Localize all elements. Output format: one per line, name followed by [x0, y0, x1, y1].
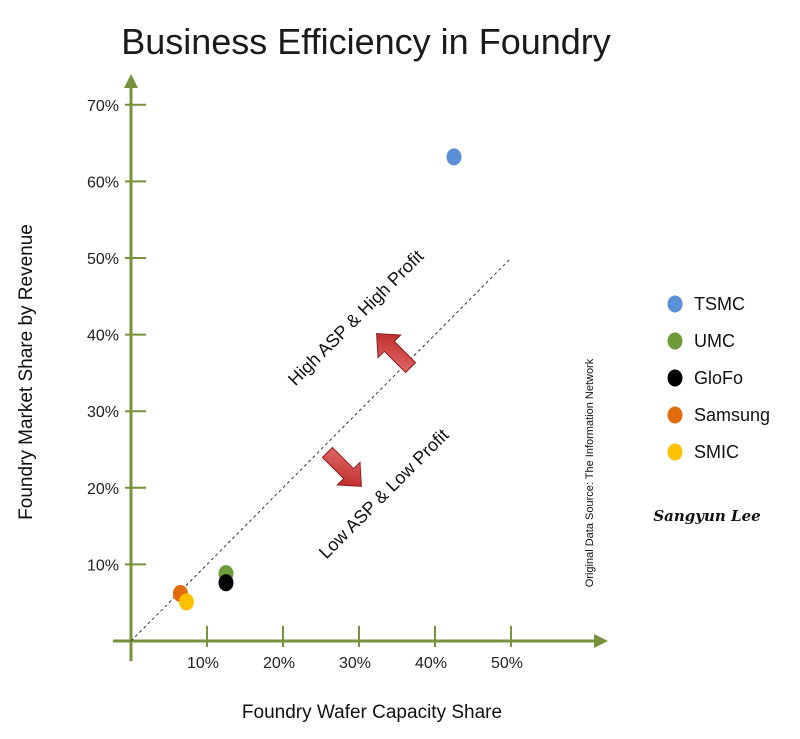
legend-marker-tsmc — [667, 295, 683, 313]
point-smic — [178, 593, 194, 611]
legend-label-glofo: GloFo — [694, 368, 743, 388]
x-tick-label: 50% — [491, 655, 523, 672]
legend-label-tsmc: TSMC — [694, 294, 745, 314]
x-tick-label: 30% — [339, 655, 371, 672]
y-tick-label: 50% — [87, 251, 119, 268]
x-tick-label: 20% — [263, 655, 295, 672]
y-axis-label: Foundry Market Share by Revenue — [16, 224, 37, 520]
x-axis-arrow-icon — [594, 634, 608, 648]
chart-title: Business Efficiency in Foundry — [121, 21, 611, 62]
source-note: Original Data Source: The Information Ne… — [584, 358, 596, 587]
y-tick-label: 70% — [87, 98, 119, 115]
point-glofo — [218, 574, 234, 592]
y-ticks: 10% 20% 30% 40% 50% 60% 70% — [87, 98, 146, 574]
y-axis-arrow-icon — [124, 74, 138, 88]
y-tick-label: 60% — [87, 174, 119, 191]
legend-label-umc: UMC — [694, 331, 735, 351]
data-points — [172, 148, 462, 611]
reference-line — [130, 257, 512, 642]
y-tick-label: 30% — [87, 404, 119, 421]
x-axis-label: Foundry Wafer Capacity Share — [242, 702, 502, 723]
x-tick-label: 10% — [187, 655, 219, 672]
legend-marker-umc — [667, 332, 683, 350]
arrow-up-left-icon — [376, 333, 417, 374]
legend-marker-glofo — [667, 369, 683, 387]
y-tick-label: 20% — [87, 481, 119, 498]
legend-label-smic: SMIC — [694, 442, 739, 462]
annotation-low: Low ASP & Low Profit — [315, 425, 453, 563]
signature: Sangyun Lee — [653, 507, 760, 525]
legend-marker-smic — [667, 443, 683, 461]
x-ticks: 10% 20% 30% 40% 50% — [187, 626, 523, 672]
legend-marker-samsung — [667, 406, 683, 424]
legend: TSMC UMC GloFo Samsung SMIC — [667, 294, 770, 462]
y-tick-label: 40% — [87, 328, 119, 345]
x-tick-label: 40% — [415, 655, 447, 672]
legend-label-samsung: Samsung — [694, 405, 770, 425]
arrow-down-right-icon — [321, 446, 362, 487]
axes — [113, 74, 608, 661]
y-tick-label: 10% — [87, 557, 119, 574]
point-tsmc — [446, 148, 462, 166]
